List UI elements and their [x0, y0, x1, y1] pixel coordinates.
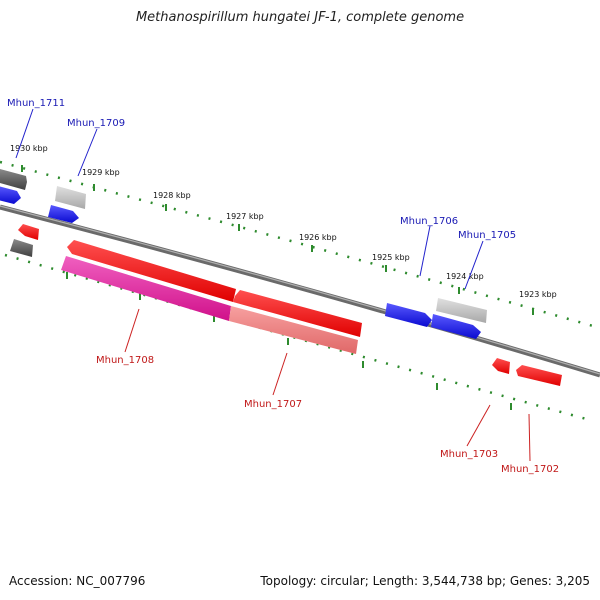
leader-line — [272, 352, 288, 396]
tick-labels: 1930 kbp 1929 kbp 1928 kbp 1927 kbp 1926… — [10, 144, 557, 299]
gene-mhun-1707-arrow[interactable] — [229, 306, 358, 354]
gene-arrow-darkgray[interactable] — [0, 169, 27, 190]
gene-mhun-1711-group — [0, 186, 21, 204]
gene-label-mhun-1708[interactable]: Mhun_1708 — [96, 355, 154, 366]
genome-backbone — [0, 204, 600, 378]
gene-label-mhun-1707[interactable]: Mhun_1707 — [244, 399, 302, 410]
gene-arrow-darkgray-small[interactable] — [10, 239, 33, 257]
gene-label-mhun-1703[interactable]: Mhun_1703 — [440, 449, 498, 460]
leader-lines-reverse — [124, 308, 531, 462]
gene-label-mhun-1705[interactable]: Mhun_1705 — [458, 230, 516, 241]
gene-mhun-1707-rna-arrow[interactable] — [61, 256, 231, 321]
genome-backbone-highlight — [0, 205, 600, 375]
gene-mhun-1702-arrow[interactable] — [516, 365, 562, 386]
tick-label: 1925 kbp — [372, 253, 410, 262]
tick-label: 1929 kbp — [82, 168, 120, 177]
gene-label-mhun-1706[interactable]: Mhun_1706 — [400, 216, 458, 227]
gene-mhun-1709-arrow[interactable] — [48, 205, 79, 223]
leader-line — [15, 108, 34, 159]
gene-arrow-blue[interactable] — [0, 186, 21, 204]
leader-line — [464, 240, 484, 290]
leader-lines-forward — [15, 108, 484, 290]
leader-line — [77, 128, 98, 177]
tick-label: 1927 kbp — [226, 212, 264, 221]
tick-label: 1930 kbp — [10, 144, 48, 153]
leader-line — [124, 308, 140, 353]
gene-label-mhun-1702[interactable]: Mhun_1702 — [501, 464, 559, 475]
gene-arrow-red-small[interactable] — [18, 224, 39, 240]
tick-label: 1928 kbp — [153, 191, 191, 200]
map-title: Methanospirillum hungatei JF-1, complete… — [135, 10, 465, 25]
gene-mhun-1703-arrow[interactable] — [492, 358, 510, 374]
gene-mhun-1705-arrow[interactable] — [431, 314, 481, 339]
gene-arrow-red-long[interactable] — [233, 290, 362, 337]
leader-line — [419, 225, 431, 277]
gene-arrow-lightgray[interactable] — [55, 186, 86, 209]
gene-mhun-1708-arrow[interactable] — [67, 240, 236, 302]
tick-label: 1923 kbp — [519, 290, 557, 299]
tick-label: 1924 kbp — [446, 272, 484, 281]
tick-track-lower — [4, 253, 591, 422]
gene-label-mhun-1711[interactable]: Mhun_1711 — [7, 98, 65, 109]
genome-summary-text: Topology: circular; Length: 3,544,738 bp… — [260, 574, 590, 588]
gene-label-mhun-1709[interactable]: Mhun_1709 — [67, 118, 125, 129]
gene-mhun-1706-arrow[interactable] — [385, 303, 432, 327]
tick-label: 1926 kbp — [299, 233, 337, 242]
accession-text: Accession: NC_007796 — [9, 574, 146, 588]
leader-line — [466, 404, 491, 447]
gene-labels: Mhun_1711 Mhun_1709 Mhun_1706 Mhun_1705 … — [7, 98, 559, 475]
gene-arrow-lightgray[interactable] — [436, 298, 487, 323]
major-ticks — [21, 165, 534, 410]
leader-line — [528, 413, 531, 462]
